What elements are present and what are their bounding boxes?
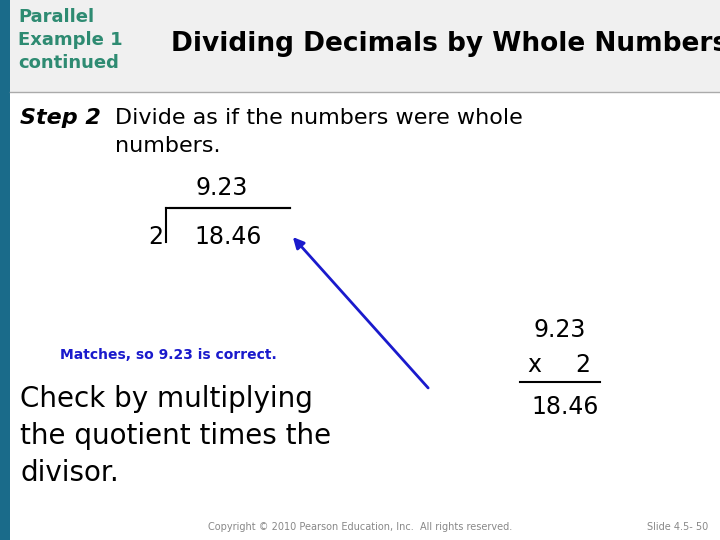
Text: Dividing Decimals by Whole Numbers: Dividing Decimals by Whole Numbers <box>171 31 720 57</box>
Text: 2: 2 <box>575 353 590 377</box>
Text: Copyright © 2010 Pearson Education, Inc.  All rights reserved.: Copyright © 2010 Pearson Education, Inc.… <box>208 522 512 532</box>
Text: Divide as if the numbers were whole
numbers.: Divide as if the numbers were whole numb… <box>115 108 523 156</box>
Text: 18.46: 18.46 <box>531 395 599 419</box>
Bar <box>10 0 720 92</box>
Text: Check by multiplying
the quotient times the
divisor.: Check by multiplying the quotient times … <box>20 385 331 487</box>
Text: 9.23: 9.23 <box>196 176 248 200</box>
Text: 9.23: 9.23 <box>534 318 586 342</box>
Text: Parallel
Example 1
continued: Parallel Example 1 continued <box>18 8 122 72</box>
Text: 2: 2 <box>148 225 163 249</box>
Text: 18.46: 18.46 <box>194 225 261 249</box>
Text: Slide 4.5- 50: Slide 4.5- 50 <box>647 522 708 532</box>
Bar <box>0 0 10 540</box>
Text: Matches, so 9.23 is correct.: Matches, so 9.23 is correct. <box>60 348 276 362</box>
Text: Step 2: Step 2 <box>20 108 101 128</box>
Text: x: x <box>527 353 541 377</box>
